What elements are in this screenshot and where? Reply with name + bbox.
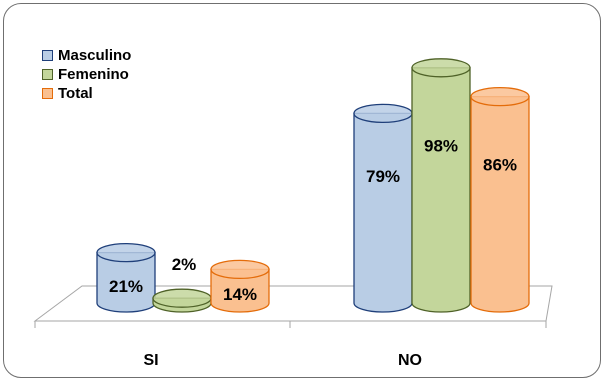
legend-label-femenino: Femenino	[58, 66, 129, 83]
data-label-total-si: 14%	[223, 285, 257, 304]
bar-femenino-no	[411, 67, 471, 313]
legend-swatch-masculino	[42, 50, 53, 61]
bar-top-masculino-no	[353, 103, 413, 124]
data-label-masculino-no: 79%	[366, 167, 400, 186]
legend-label-masculino: Masculino	[58, 47, 132, 64]
x-tick-label: SI	[143, 352, 158, 369]
data-label-femenino-no: 98%	[424, 136, 458, 155]
legend-item-total: Total	[42, 84, 131, 103]
bar-total-si	[210, 268, 270, 313]
data-label-total-no: 86%	[483, 156, 517, 175]
legend-swatch-femenino	[42, 69, 53, 80]
legend-label-total: Total	[58, 85, 93, 102]
bar-top-masculino-si	[96, 242, 156, 263]
legend: Masculino Femenino Total	[42, 46, 131, 103]
bar-top-total-no	[470, 86, 530, 107]
bar-masculino-no	[353, 112, 413, 313]
bar-top-femenino-no	[411, 58, 471, 78]
legend-swatch-total	[42, 88, 53, 99]
bar-total-no	[470, 95, 530, 313]
legend-item-femenino: Femenino	[42, 65, 131, 84]
data-label-masculino-si: 21%	[109, 277, 143, 296]
bar-top-femenino-si	[152, 288, 212, 308]
legend-item-masculino: Masculino	[42, 46, 131, 65]
bar-top-total-si	[210, 259, 270, 280]
x-tick-label: NO	[398, 352, 422, 369]
data-label-femenino-si: 2%	[172, 255, 197, 274]
